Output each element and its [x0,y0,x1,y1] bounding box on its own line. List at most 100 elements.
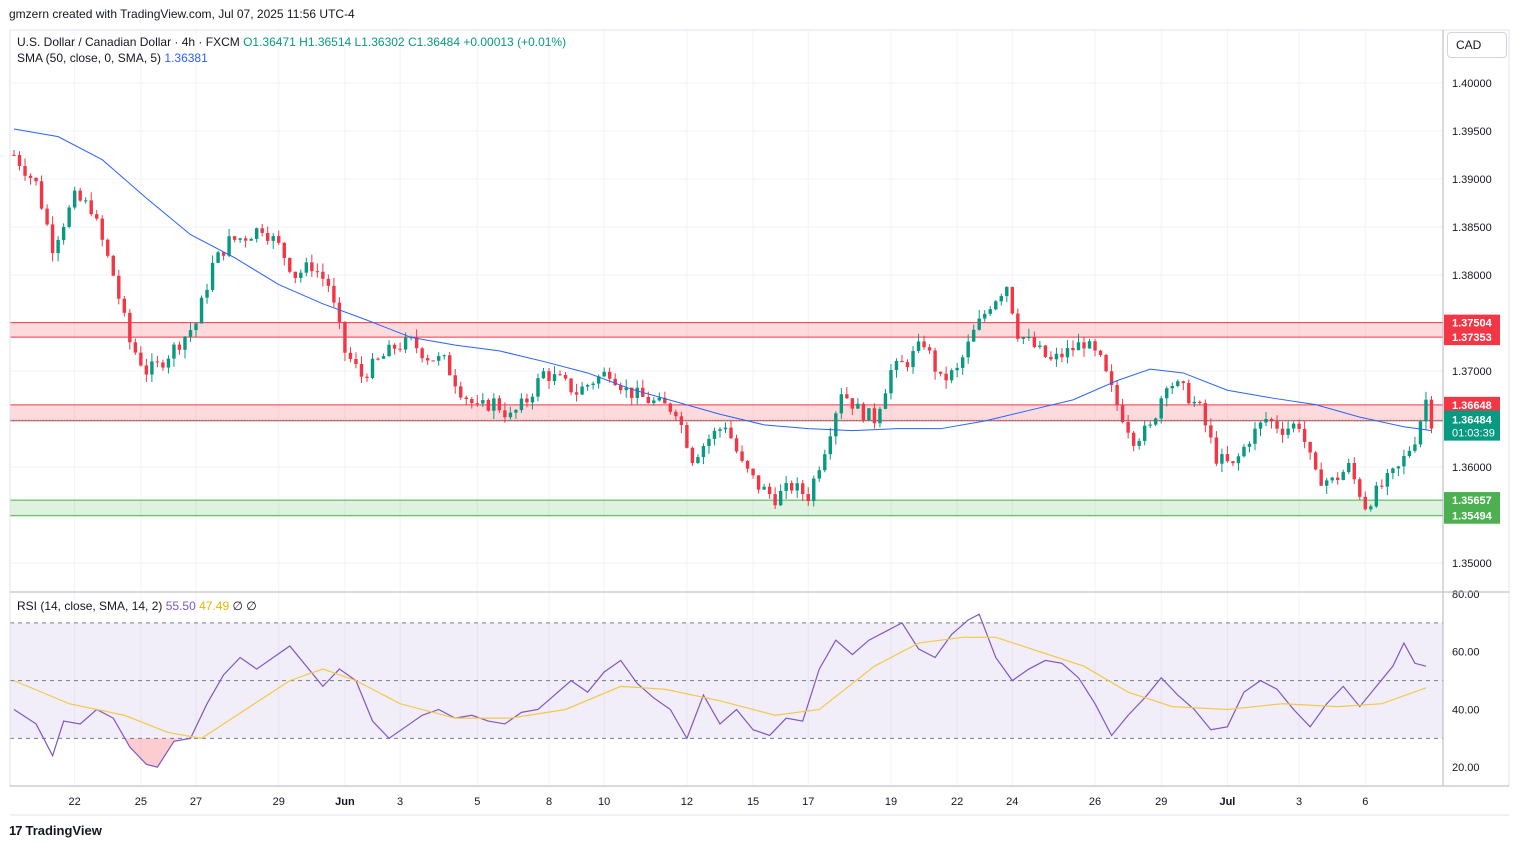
candle[interactable] [685,421,689,449]
candle[interactable] [436,352,441,366]
candle[interactable] [67,205,71,229]
candle[interactable] [1005,286,1009,303]
candle[interactable] [28,173,33,185]
candle[interactable] [663,391,667,404]
candle[interactable] [332,277,336,308]
candle[interactable] [624,379,628,398]
candle[interactable] [1071,340,1075,357]
candle[interactable] [321,263,325,287]
candle[interactable] [139,346,143,367]
candle[interactable] [994,299,998,311]
candle[interactable] [718,427,722,438]
candle[interactable] [304,257,309,277]
candle[interactable] [1131,430,1136,452]
candle[interactable] [1391,467,1395,480]
candle[interactable] [1159,395,1163,424]
candle[interactable] [1358,477,1362,501]
candle[interactable] [243,235,248,248]
candle[interactable] [525,393,529,408]
candle[interactable] [569,378,573,396]
candle[interactable] [1187,379,1191,405]
candle[interactable] [1413,436,1417,453]
candle[interactable] [1049,351,1053,362]
candle[interactable] [266,226,270,245]
candle[interactable] [999,293,1003,306]
candle[interactable] [453,368,457,394]
candle[interactable] [574,383,579,402]
candle[interactable] [806,487,810,506]
candle[interactable] [789,480,794,494]
candle[interactable] [166,355,171,374]
candle[interactable] [17,151,22,171]
candle[interactable] [734,434,739,454]
candle[interactable] [834,411,838,445]
candle[interactable] [1275,415,1279,434]
candle[interactable] [199,295,204,324]
candle[interactable] [359,356,364,383]
candle[interactable] [486,398,491,412]
candle[interactable] [277,230,281,246]
candle[interactable] [299,269,303,283]
candle[interactable] [177,341,182,355]
candle[interactable] [817,466,821,482]
candle[interactable] [1247,441,1252,453]
candle[interactable] [983,310,987,322]
candle[interactable] [1402,449,1406,475]
candle[interactable] [45,204,49,226]
candle[interactable] [949,368,954,384]
candle[interactable] [464,395,468,406]
candle[interactable] [1319,462,1323,486]
candle[interactable] [1082,336,1086,357]
candle[interactable] [1374,481,1379,508]
candle[interactable] [1313,450,1318,471]
candle[interactable] [1352,457,1356,484]
candle[interactable] [39,175,44,210]
candle[interactable] [955,363,959,378]
candle[interactable] [1087,338,1092,349]
candle[interactable] [1021,336,1026,345]
candle[interactable] [61,223,66,245]
candle[interactable] [585,383,590,391]
candle[interactable] [773,487,777,509]
candle[interactable] [966,334,970,364]
candle[interactable] [933,347,937,380]
candle[interactable] [1396,465,1401,477]
candle[interactable] [459,381,463,400]
candle[interactable] [591,381,595,390]
candle[interactable] [740,445,744,463]
candle[interactable] [1369,504,1373,512]
candle[interactable] [905,359,910,372]
candle[interactable] [547,368,551,390]
candle[interactable] [1407,446,1412,458]
candle[interactable] [398,342,402,353]
candle[interactable] [161,359,165,371]
candle[interactable] [812,475,816,507]
candle[interactable] [828,427,833,460]
candle[interactable] [420,346,424,363]
candle[interactable] [100,215,104,247]
candle[interactable] [729,420,733,440]
candle[interactable] [1076,333,1081,351]
candle[interactable] [1291,421,1296,433]
candle[interactable] [144,358,149,382]
candle[interactable] [72,186,77,210]
candle[interactable] [883,389,888,410]
candle[interactable] [481,393,485,408]
candle[interactable] [1424,391,1428,430]
candle[interactable] [630,387,634,406]
candle[interactable] [425,354,430,365]
candle[interactable] [216,250,220,264]
candle[interactable] [210,255,215,292]
candle[interactable] [150,353,154,383]
candle[interactable] [745,459,750,473]
candle[interactable] [1109,364,1114,392]
candles[interactable] [12,150,1434,512]
candle[interactable] [1429,396,1434,434]
candle[interactable] [288,257,292,274]
candle[interactable] [183,335,187,359]
candle[interactable] [503,402,507,423]
candle[interactable] [403,332,408,353]
candle[interactable] [1330,476,1334,484]
candle[interactable] [387,340,391,357]
